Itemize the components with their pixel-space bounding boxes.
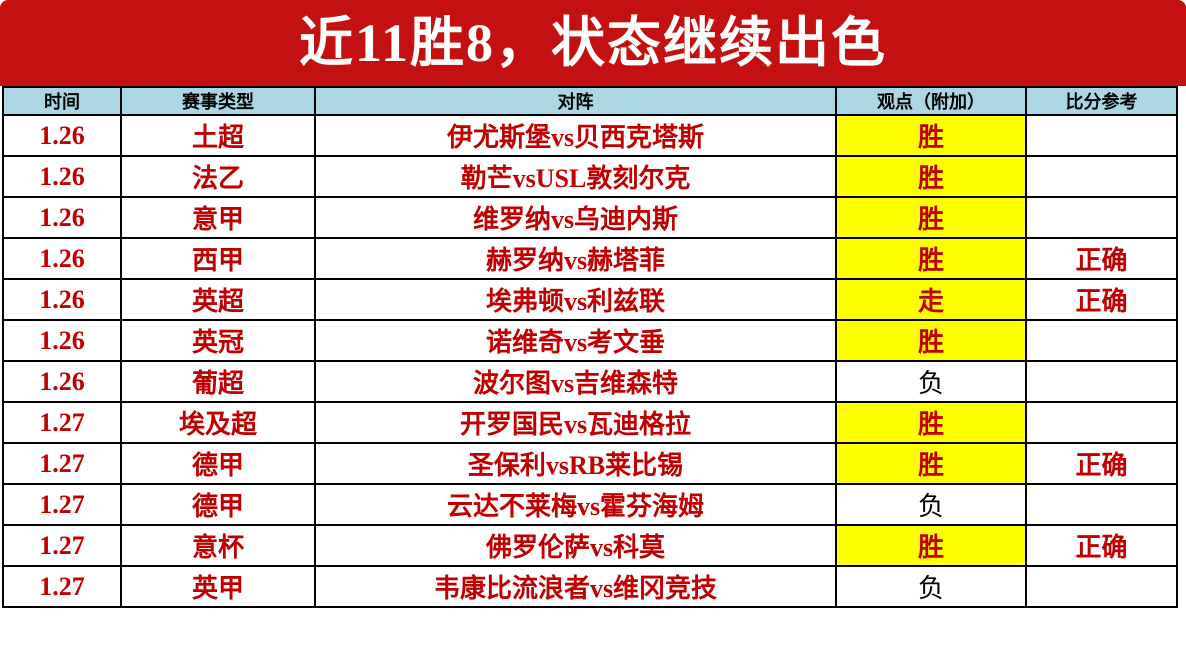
result-cell xyxy=(1025,155,1178,198)
league-cell: 法乙 xyxy=(120,155,316,198)
date-cell: 1.27 xyxy=(2,401,122,444)
result-cell: 正确 xyxy=(1025,442,1178,485)
page-title: 近11胜8，状态继续出色 xyxy=(298,13,888,73)
verdict-cell: 胜 xyxy=(835,442,1027,485)
match-cell: 圣保利vsRB莱比锡 xyxy=(314,442,837,485)
result-cell: 正确 xyxy=(1025,524,1178,567)
league-cell: 英甲 xyxy=(120,565,316,608)
date-cell: 1.26 xyxy=(2,360,122,403)
verdict-cell: 走 xyxy=(835,278,1027,321)
match-cell: 埃弗顿vs利兹联 xyxy=(314,278,837,321)
verdict-cell: 胜 xyxy=(835,155,1027,198)
league-cell: 德甲 xyxy=(120,442,316,485)
verdict-cell: 胜 xyxy=(835,237,1027,280)
match-cell: 云达不莱梅vs霍芬海姆 xyxy=(314,483,837,526)
verdict-cell: 胜 xyxy=(835,319,1027,362)
verdict-cell: 负 xyxy=(835,565,1027,608)
date-cell: 1.26 xyxy=(2,237,122,280)
table-row: 1.26 西甲 赫罗纳vs赫塔菲 胜 正确 xyxy=(2,237,1178,280)
verdict-cell: 胜 xyxy=(835,114,1027,157)
result-cell: 正确 xyxy=(1025,278,1178,321)
table-row: 1.26 英冠 诺维奇vs考文垂 胜 xyxy=(2,319,1178,362)
result-cell: 正确 xyxy=(1025,237,1178,280)
league-cell: 德甲 xyxy=(120,483,316,526)
verdict-cell: 负 xyxy=(835,360,1027,403)
title-banner: 近11胜8，状态继续出色 xyxy=(0,0,1186,86)
league-cell: 葡超 xyxy=(120,360,316,403)
date-cell: 1.26 xyxy=(2,196,122,239)
table-row: 1.27 德甲 云达不莱梅vs霍芬海姆 负 xyxy=(2,483,1178,526)
verdict-cell: 胜 xyxy=(835,524,1027,567)
result-cell xyxy=(1025,114,1178,157)
match-cell: 佛罗伦萨vs科莫 xyxy=(314,524,837,567)
table-row: 1.26 法乙 勒芒vsUSL敦刻尔克 胜 xyxy=(2,155,1178,198)
result-cell xyxy=(1025,360,1178,403)
column-header-time: 时间 xyxy=(2,86,122,116)
date-cell: 1.27 xyxy=(2,565,122,608)
date-cell: 1.26 xyxy=(2,278,122,321)
column-header-league: 赛事类型 xyxy=(120,86,316,116)
table-row: 1.27 德甲 圣保利vsRB莱比锡 胜 正确 xyxy=(2,442,1178,485)
result-cell xyxy=(1025,401,1178,444)
verdict-cell: 胜 xyxy=(835,196,1027,239)
column-header-result: 比分参考 xyxy=(1025,86,1178,116)
match-cell: 勒芒vsUSL敦刻尔克 xyxy=(314,155,837,198)
date-cell: 1.26 xyxy=(2,319,122,362)
match-cell: 波尔图vs吉维森特 xyxy=(314,360,837,403)
result-cell xyxy=(1025,319,1178,362)
table-row: 1.27 英甲 韦康比流浪者vs维冈竞技 负 xyxy=(2,565,1178,608)
table-row: 1.26 葡超 波尔图vs吉维森特 负 xyxy=(2,360,1178,403)
table-row: 1.26 土超 伊尤斯堡vs贝西克塔斯 胜 xyxy=(2,114,1178,157)
table-row: 1.26 意甲 维罗纳vs乌迪内斯 胜 xyxy=(2,196,1178,239)
table-row: 1.26 英超 埃弗顿vs利兹联 走 正确 xyxy=(2,278,1178,321)
result-cell xyxy=(1025,565,1178,608)
league-cell: 英超 xyxy=(120,278,316,321)
match-cell: 诺维奇vs考文垂 xyxy=(314,319,837,362)
league-cell: 西甲 xyxy=(120,237,316,280)
column-header-verdict: 观点（附加） xyxy=(835,86,1027,116)
match-cell: 开罗国民vs瓦迪格拉 xyxy=(314,401,837,444)
table-row: 1.27 意杯 佛罗伦萨vs科莫 胜 正确 xyxy=(2,524,1178,567)
league-cell: 意杯 xyxy=(120,524,316,567)
league-cell: 意甲 xyxy=(120,196,316,239)
match-cell: 韦康比流浪者vs维冈竞技 xyxy=(314,565,837,608)
league-cell: 英冠 xyxy=(120,319,316,362)
date-cell: 1.27 xyxy=(2,442,122,485)
date-cell: 1.27 xyxy=(2,524,122,567)
date-cell: 1.27 xyxy=(2,483,122,526)
date-cell: 1.26 xyxy=(2,114,122,157)
match-cell: 伊尤斯堡vs贝西克塔斯 xyxy=(314,114,837,157)
verdict-cell: 胜 xyxy=(835,401,1027,444)
results-table: 时间 赛事类型 对阵 观点（附加） 比分参考 1.26 土超 伊尤斯堡vs贝西克… xyxy=(2,86,1178,608)
verdict-cell: 负 xyxy=(835,483,1027,526)
table-row: 1.27 埃及超 开罗国民vs瓦迪格拉 胜 xyxy=(2,401,1178,444)
result-cell xyxy=(1025,196,1178,239)
table-header-row: 时间 赛事类型 对阵 观点（附加） 比分参考 xyxy=(2,86,1178,116)
match-cell: 维罗纳vs乌迪内斯 xyxy=(314,196,837,239)
league-cell: 埃及超 xyxy=(120,401,316,444)
result-cell xyxy=(1025,483,1178,526)
column-header-match: 对阵 xyxy=(314,86,837,116)
match-cell: 赫罗纳vs赫塔菲 xyxy=(314,237,837,280)
date-cell: 1.26 xyxy=(2,155,122,198)
league-cell: 土超 xyxy=(120,114,316,157)
